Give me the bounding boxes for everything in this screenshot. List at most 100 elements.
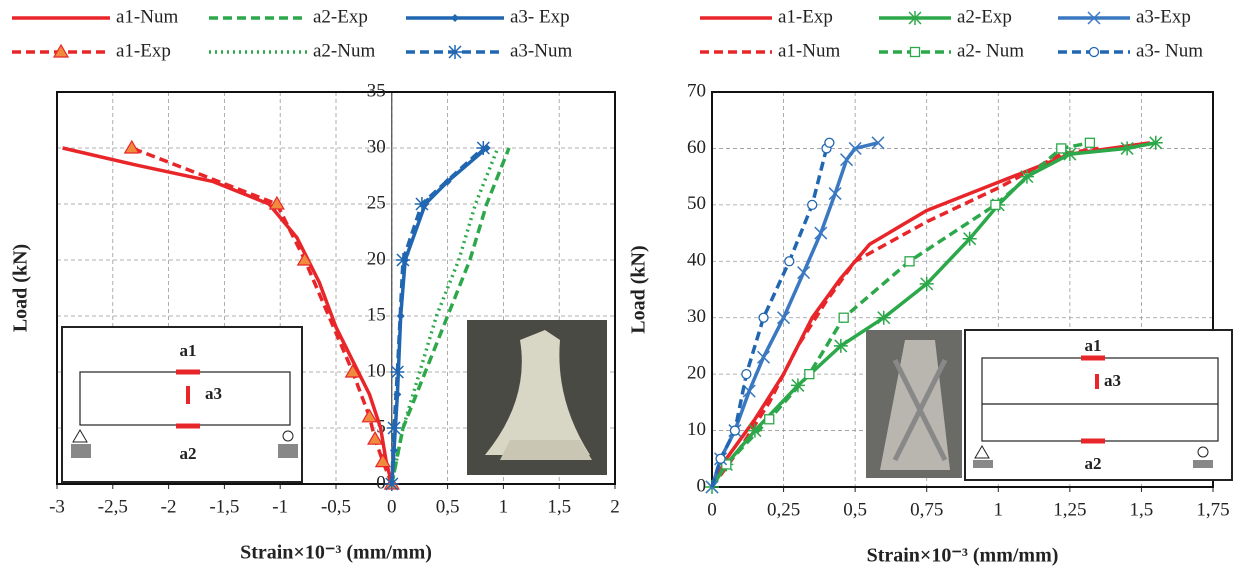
legend-label: a2-Num <box>313 40 375 61</box>
x-tick-label: 1 <box>499 496 509 517</box>
marker <box>871 136 885 150</box>
x-tick-label: 0,5 <box>843 499 867 520</box>
inset-label: a1 <box>1085 336 1102 355</box>
marker <box>1088 46 1100 58</box>
legend-label: a2-Exp <box>957 6 1012 27</box>
marker <box>268 195 285 210</box>
y-tick-label: 10 <box>687 419 706 440</box>
marker <box>1087 11 1101 25</box>
y-tick-label: 0 <box>697 475 707 496</box>
marker <box>729 425 741 436</box>
marker <box>840 153 854 167</box>
legend-label: a1-Exp <box>778 6 833 27</box>
marker <box>52 43 70 58</box>
x-tick-label: 1 <box>994 499 1004 520</box>
legend-label: a2-Exp <box>313 6 368 27</box>
marker <box>962 231 977 246</box>
marker <box>451 14 459 22</box>
marker <box>904 256 915 267</box>
marker <box>764 414 775 425</box>
y-tick-label: 0 <box>376 472 386 493</box>
x-tick-label: -1 <box>272 496 288 517</box>
marker <box>804 368 815 380</box>
marker <box>296 251 313 266</box>
marker <box>909 46 921 58</box>
marker <box>344 363 361 378</box>
y-tick-label: 35 <box>367 80 386 101</box>
x-tick-label: 1,25 <box>1053 499 1086 520</box>
inset-label: a1 <box>180 341 197 360</box>
y-tick-label: 30 <box>367 136 386 157</box>
plot-frame <box>711 91 1214 488</box>
x-tick-label: -1,5 <box>209 496 239 517</box>
legend-label: a2- Num <box>957 40 1024 61</box>
marker <box>414 197 429 211</box>
x-tick-label: -2,5 <box>98 496 128 517</box>
marker <box>390 365 405 379</box>
marker <box>1019 169 1034 184</box>
marker <box>476 141 491 155</box>
marker <box>828 187 842 201</box>
y-tick-label: 25 <box>367 192 386 213</box>
x-tick-label: 1,5 <box>547 496 571 517</box>
marker <box>741 368 752 380</box>
series-line <box>390 146 485 485</box>
marker <box>374 453 391 468</box>
inset-label: a3 <box>1104 371 1121 390</box>
legend-label: a1-Exp <box>116 40 171 61</box>
inset-label: a3 <box>205 384 222 403</box>
marker <box>367 431 384 445</box>
marker <box>784 256 795 267</box>
marker <box>1120 141 1135 156</box>
series-line <box>390 147 511 485</box>
marker <box>919 276 934 291</box>
y-tick-label: 20 <box>367 248 386 269</box>
legend-label: a3- Num <box>1136 40 1203 61</box>
marker <box>387 421 402 435</box>
x-tick-label: -3 <box>49 496 65 517</box>
legend-label: a1-Num <box>778 40 840 61</box>
inset-label: a2 <box>180 444 197 463</box>
marker <box>833 338 848 353</box>
marker <box>757 350 771 364</box>
specimen-photo <box>467 320 607 475</box>
marker <box>876 310 891 325</box>
y-tick-label: 60 <box>687 137 706 158</box>
legend-label: a3-Exp <box>1136 6 1191 27</box>
marker <box>384 477 399 491</box>
x-tick-label: 0,5 <box>436 496 460 517</box>
marker <box>990 199 1001 211</box>
marker <box>448 45 462 59</box>
x-tick-label: 0 <box>387 496 397 517</box>
y-axis-label: Load (kN) <box>10 244 32 332</box>
x-tick-label: 2 <box>610 496 620 517</box>
marker <box>715 453 726 464</box>
x-tick-label: 0,75 <box>910 499 943 520</box>
x-tick-label: 1,5 <box>1130 499 1154 520</box>
y-tick-label: 30 <box>687 306 706 327</box>
series-line <box>710 141 831 488</box>
y-tick-label: 10 <box>367 360 386 381</box>
y-tick-label: 40 <box>687 250 706 271</box>
x-tick-label: -2 <box>161 496 177 517</box>
y-tick-label: 70 <box>687 80 706 101</box>
x-tick-label: 1,75 <box>1196 499 1229 520</box>
marker <box>123 139 140 154</box>
y-tick-label: 50 <box>687 193 706 214</box>
marker <box>777 311 791 325</box>
marker <box>1084 137 1096 148</box>
x-axis-label: Strain×10⁻³ (mm/mm) <box>867 545 1059 567</box>
marker <box>797 266 811 280</box>
marker <box>747 423 762 438</box>
marker <box>1062 147 1077 162</box>
beam-diagram <box>61 326 303 483</box>
marker <box>824 137 835 148</box>
marker <box>395 253 410 267</box>
x-tick-label: 0,25 <box>767 499 800 520</box>
legend-label: a1-Num <box>116 6 178 27</box>
inset-label: a2 <box>1085 454 1102 473</box>
beam-diagram <box>964 329 1233 481</box>
x-axis-label: Strain×10⁻³ (mm/mm) <box>240 542 432 564</box>
marker <box>1056 143 1067 154</box>
